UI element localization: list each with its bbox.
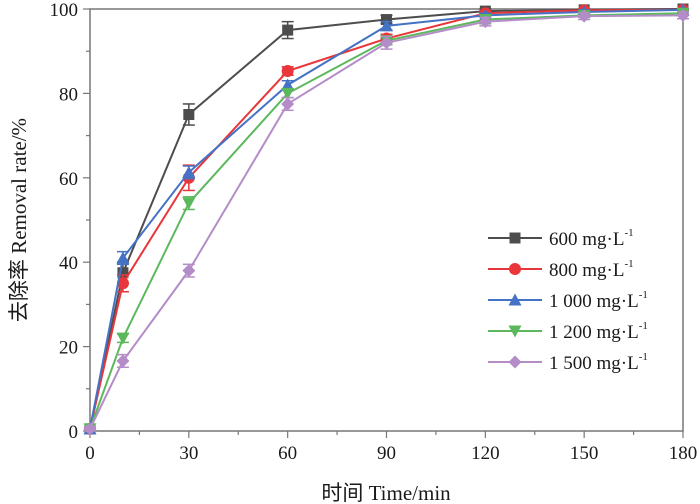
data-point <box>281 78 295 91</box>
legend-marker <box>509 263 521 275</box>
axes: 0 30 60 90 120 150 180 0 20 40 60 80 100 <box>50 0 698 464</box>
x-tick-label: 150 <box>570 443 599 464</box>
x-tick-label: 60 <box>278 443 297 464</box>
y-tick-label: 60 <box>59 169 78 190</box>
legend-superscript: -1 <box>639 320 648 332</box>
legend-item: 1 200 mg·L-1 <box>488 320 648 343</box>
x-tick-label: 90 <box>377 443 396 464</box>
legend-marker <box>509 232 521 244</box>
data-point <box>478 15 492 29</box>
series-layer <box>83 3 690 436</box>
data-point <box>281 65 294 78</box>
data-point <box>116 277 129 290</box>
data-point <box>380 19 393 32</box>
data-point <box>183 109 195 120</box>
legend-item: 800 mg·L-1 <box>488 258 634 281</box>
legend-item: 1 000 mg·L-1 <box>488 289 648 312</box>
x-tick-label: 30 <box>179 443 198 464</box>
legend-marker <box>508 325 522 338</box>
series-line <box>89 8 684 430</box>
y-axis-title: 去除率 Removal rate/% <box>7 118 31 322</box>
data-point <box>281 87 295 100</box>
legend-item: 600 mg·L-1 <box>488 227 634 250</box>
data-point <box>281 97 295 111</box>
legend-superscript: -1 <box>639 351 648 363</box>
data-point <box>182 197 196 210</box>
data-point <box>577 9 591 23</box>
legend-superscript: -1 <box>624 227 633 239</box>
y-tick-label: 80 <box>59 84 78 105</box>
data-point <box>117 267 129 279</box>
y-tick-label: 40 <box>59 253 78 274</box>
data-point <box>182 264 196 278</box>
data-point <box>282 24 294 36</box>
series-4 <box>83 8 690 436</box>
y-tick-label: 20 <box>59 338 78 359</box>
data-point <box>182 165 196 178</box>
x-tick-label: 0 <box>85 443 95 464</box>
legend-item: 1 500 mg·L-1 <box>488 351 648 374</box>
legend-marker <box>508 355 522 369</box>
legend-label: 1 500 mg·L-1 <box>549 351 648 374</box>
y-tick-label: 100 <box>50 0 79 21</box>
legend: 600 mg·L-1 800 mg·L-1 1 000 mg·L-1 1 200 mg… <box>488 227 648 374</box>
series-line <box>89 12 684 430</box>
data-point <box>116 251 130 264</box>
data-point <box>116 354 130 368</box>
legend-label: 800 mg·L-1 <box>549 258 634 281</box>
data-point <box>116 332 130 345</box>
data-point <box>83 422 97 436</box>
legend-label: 600 mg·L-1 <box>549 227 634 250</box>
x-tick-label: 120 <box>471 443 500 464</box>
series-line <box>89 14 684 430</box>
legend-label: 1 000 mg·L-1 <box>549 289 648 312</box>
legend-marker <box>508 293 522 306</box>
legend-label: 1 200 mg·L-1 <box>549 320 648 343</box>
data-point <box>676 8 690 22</box>
x-tick-label: 180 <box>669 443 698 464</box>
legend-superscript: -1 <box>624 258 633 270</box>
legend-superscript: -1 <box>639 289 648 301</box>
data-point <box>380 36 393 50</box>
x-axis-title: 时间 Time/min <box>321 481 451 504</box>
y-tick-label: 0 <box>69 422 79 443</box>
